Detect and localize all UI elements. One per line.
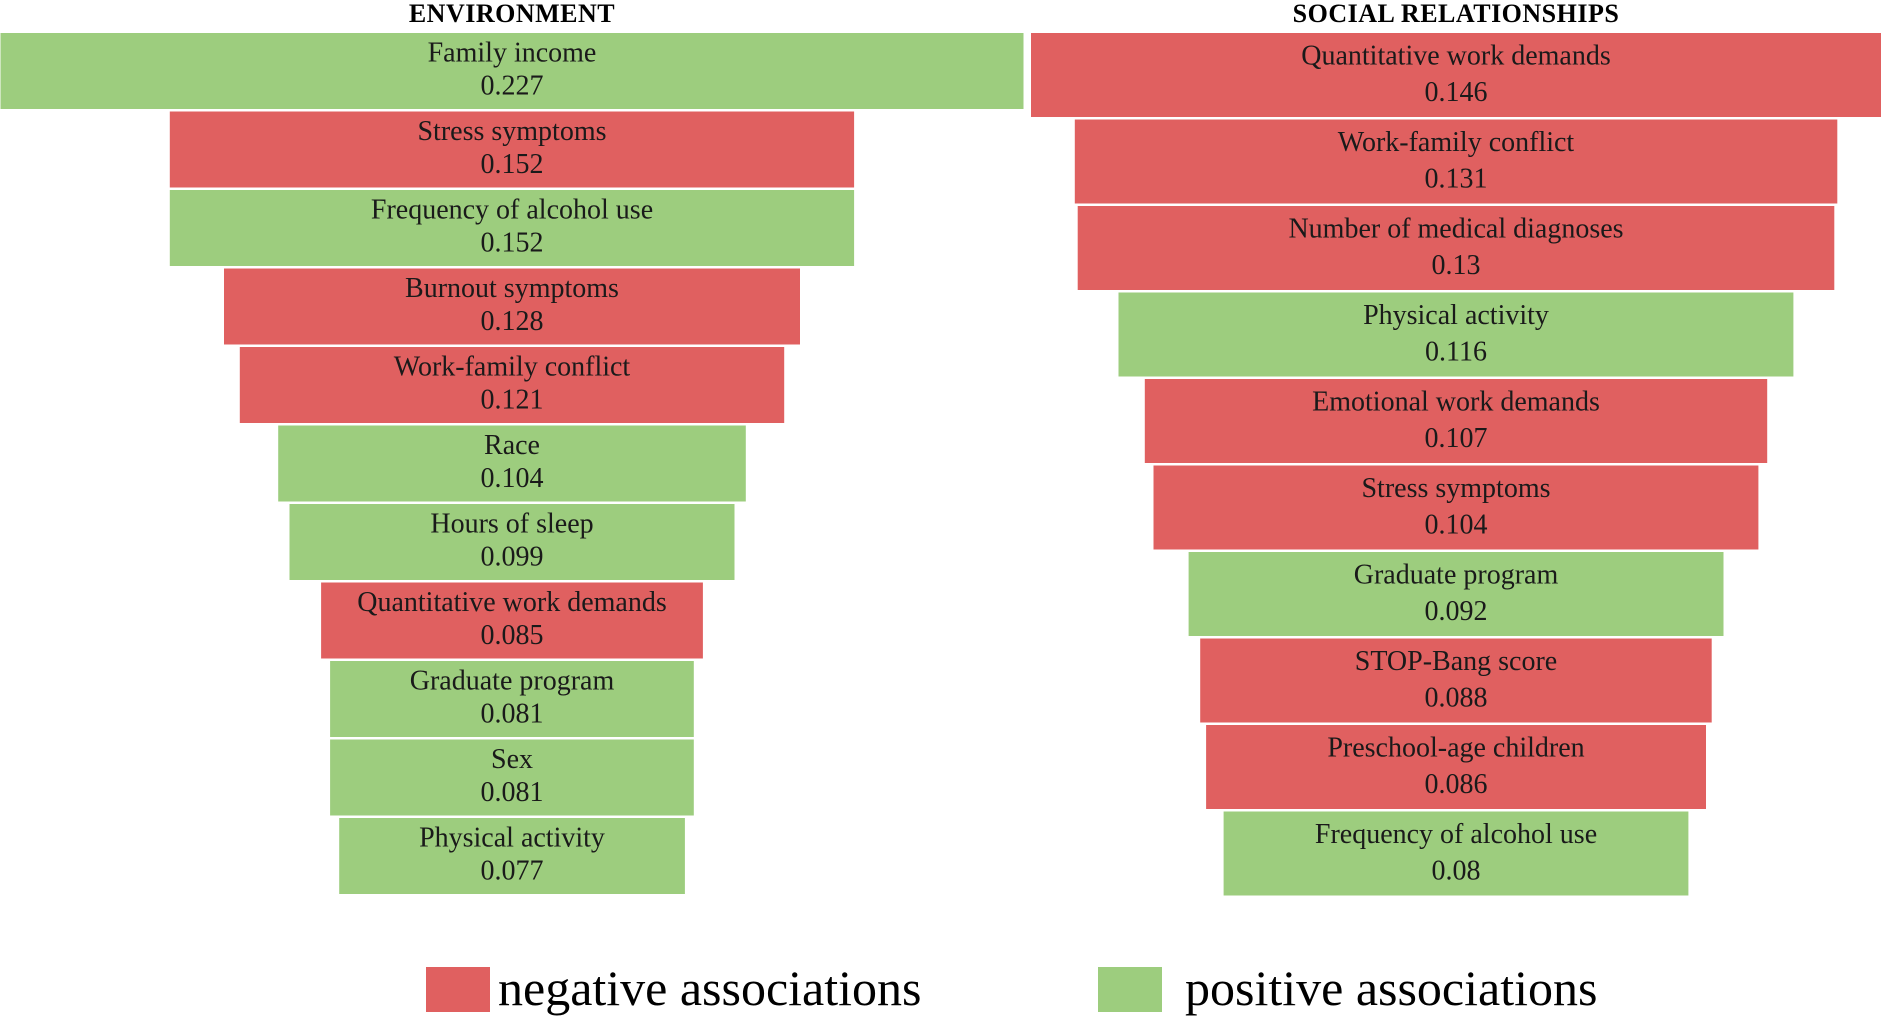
bar-label: Stress symptoms	[417, 116, 606, 147]
bar-value-label: 0.099	[481, 541, 544, 572]
bar-value-label: 0.152	[481, 149, 544, 180]
bar-label: Quantitative work demands	[1301, 41, 1610, 72]
bar-value-label: 0.152	[481, 227, 544, 258]
social-relationships-panel: SOCIAL RELATIONSHIPS Quantitative work de…	[1029, 0, 1882, 898]
bar-race	[276, 423, 748, 504]
bar-label: Race	[484, 430, 540, 461]
bar-number-of-medical-diagnoses	[1075, 204, 1837, 292]
bar-value-label: 0.092	[1425, 596, 1488, 627]
panel-title: ENVIRONMENT	[409, 0, 615, 28]
bar-value-label: 0.116	[1425, 336, 1487, 367]
bar-preschool-age-children	[1204, 723, 1708, 811]
bar-label: Graduate program	[410, 666, 615, 697]
legend-positive-label: positive associations	[1185, 960, 1597, 1016]
bar-value-label: 0.13	[1432, 250, 1481, 281]
legend-negative-swatch	[426, 967, 490, 1012]
bar-label: Physical activity	[1363, 300, 1549, 331]
bar-work-family-conflict	[1072, 117, 1840, 206]
bar-value-label: 0.081	[481, 698, 544, 729]
bar-label: Physical activity	[419, 823, 605, 854]
bar-label: Emotional work demands	[1312, 387, 1600, 418]
bar-value-label: 0.121	[481, 384, 544, 415]
legend-positive-swatch	[1098, 967, 1162, 1012]
bar-value-label: 0.107	[1425, 423, 1488, 454]
bar-family-income	[0, 31, 1026, 111]
bar-value-label: 0.08	[1432, 855, 1481, 886]
bar-label: Burnout symptoms	[405, 273, 619, 304]
bar-stress-symptoms	[167, 109, 857, 190]
bar-emotional-work-demands	[1142, 377, 1770, 465]
bar-label: Work-family conflict	[1338, 127, 1575, 158]
bar-value-label: 0.128	[481, 306, 544, 337]
panel-title: SOCIAL RELATIONSHIPS	[1293, 0, 1620, 28]
bar-label: Sex	[491, 744, 533, 775]
bar-label: Work-family conflict	[394, 352, 631, 383]
bar-burnout-symptoms	[222, 266, 802, 347]
bar-label: Preschool-age children	[1327, 733, 1584, 764]
bar-value-label: 0.077	[481, 855, 544, 886]
bar-label: Frequency of alcohol use	[371, 195, 653, 226]
bar-label: Stress symptoms	[1361, 473, 1550, 504]
bar-graduate-program	[328, 659, 696, 739]
bar-label: Graduate program	[1354, 560, 1559, 591]
bar-stress-symptoms	[1151, 463, 1761, 552]
bar-physical-activity	[337, 816, 687, 896]
bar-value-label: 0.227	[481, 70, 544, 101]
bar-value-label: 0.104	[481, 463, 544, 494]
bar-label: Family income	[428, 38, 597, 69]
bar-value-label: 0.131	[1425, 163, 1488, 194]
bar-label: STOP-Bang score	[1355, 646, 1557, 677]
legend-negative-label: negative associations	[498, 960, 922, 1016]
bar-sex	[328, 737, 696, 818]
legend: negative associations positive associati…	[426, 960, 1597, 1016]
bar-hours-of-sleep	[287, 502, 737, 582]
bar-frequency-of-alcohol-use	[1221, 809, 1691, 898]
bar-label: Hours of sleep	[430, 509, 593, 540]
bar-label: Quantitative work demands	[357, 587, 666, 618]
bar-label: Frequency of alcohol use	[1315, 819, 1597, 850]
bar-label: Number of medical diagnoses	[1288, 214, 1623, 245]
bar-quantitative-work-demands	[1029, 31, 1882, 119]
bar-graduate-program	[1186, 550, 1726, 638]
bar-value-label: 0.146	[1425, 77, 1488, 108]
bar-stop-bang-score	[1198, 636, 1714, 725]
bar-value-label: 0.088	[1425, 682, 1488, 713]
bar-value-label: 0.104	[1425, 509, 1488, 540]
bar-value-label: 0.085	[481, 620, 544, 651]
bar-value-label: 0.086	[1425, 769, 1488, 800]
bar-value-label: 0.081	[481, 777, 544, 808]
bar-work-family-conflict	[237, 345, 787, 425]
bar-quantitative-work-demands	[319, 580, 705, 661]
